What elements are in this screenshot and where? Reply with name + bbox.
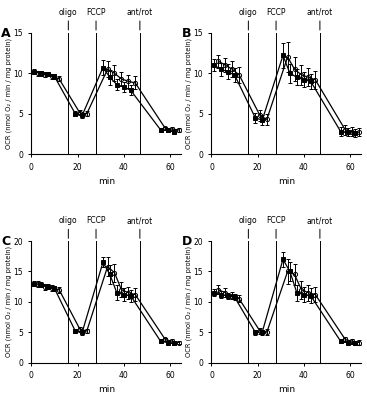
X-axis label: min: min bbox=[278, 177, 295, 186]
Text: ant/rot: ant/rot bbox=[127, 8, 153, 17]
X-axis label: min: min bbox=[98, 177, 115, 186]
X-axis label: min: min bbox=[98, 386, 115, 394]
Text: FCCP: FCCP bbox=[86, 8, 106, 17]
Y-axis label: OCR (nmol O₂ / min / mg protein): OCR (nmol O₂ / min / mg protein) bbox=[186, 246, 192, 357]
Y-axis label: OCR (nmol O₂ / min / mg protein): OCR (nmol O₂ / min / mg protein) bbox=[6, 38, 12, 149]
Text: FCCP: FCCP bbox=[266, 216, 286, 225]
Text: ant/rot: ant/rot bbox=[307, 8, 333, 17]
Text: oligo: oligo bbox=[59, 8, 78, 17]
Text: ant/rot: ant/rot bbox=[307, 216, 333, 225]
Text: ant/rot: ant/rot bbox=[127, 216, 153, 225]
Text: oligo: oligo bbox=[239, 8, 258, 17]
Text: B: B bbox=[181, 27, 191, 40]
Text: FCCP: FCCP bbox=[86, 216, 106, 225]
Y-axis label: OCR (nmol O₂ / min / mg protein): OCR (nmol O₂ / min / mg protein) bbox=[6, 246, 12, 357]
Text: oligo: oligo bbox=[59, 216, 78, 225]
X-axis label: min: min bbox=[278, 386, 295, 394]
Text: FCCP: FCCP bbox=[266, 8, 286, 17]
Text: oligo: oligo bbox=[239, 216, 258, 225]
Text: C: C bbox=[1, 235, 11, 248]
Y-axis label: OCR (nmol O₂ / min / mg protein): OCR (nmol O₂ / min / mg protein) bbox=[186, 38, 192, 149]
Text: D: D bbox=[181, 235, 192, 248]
Text: A: A bbox=[1, 27, 11, 40]
